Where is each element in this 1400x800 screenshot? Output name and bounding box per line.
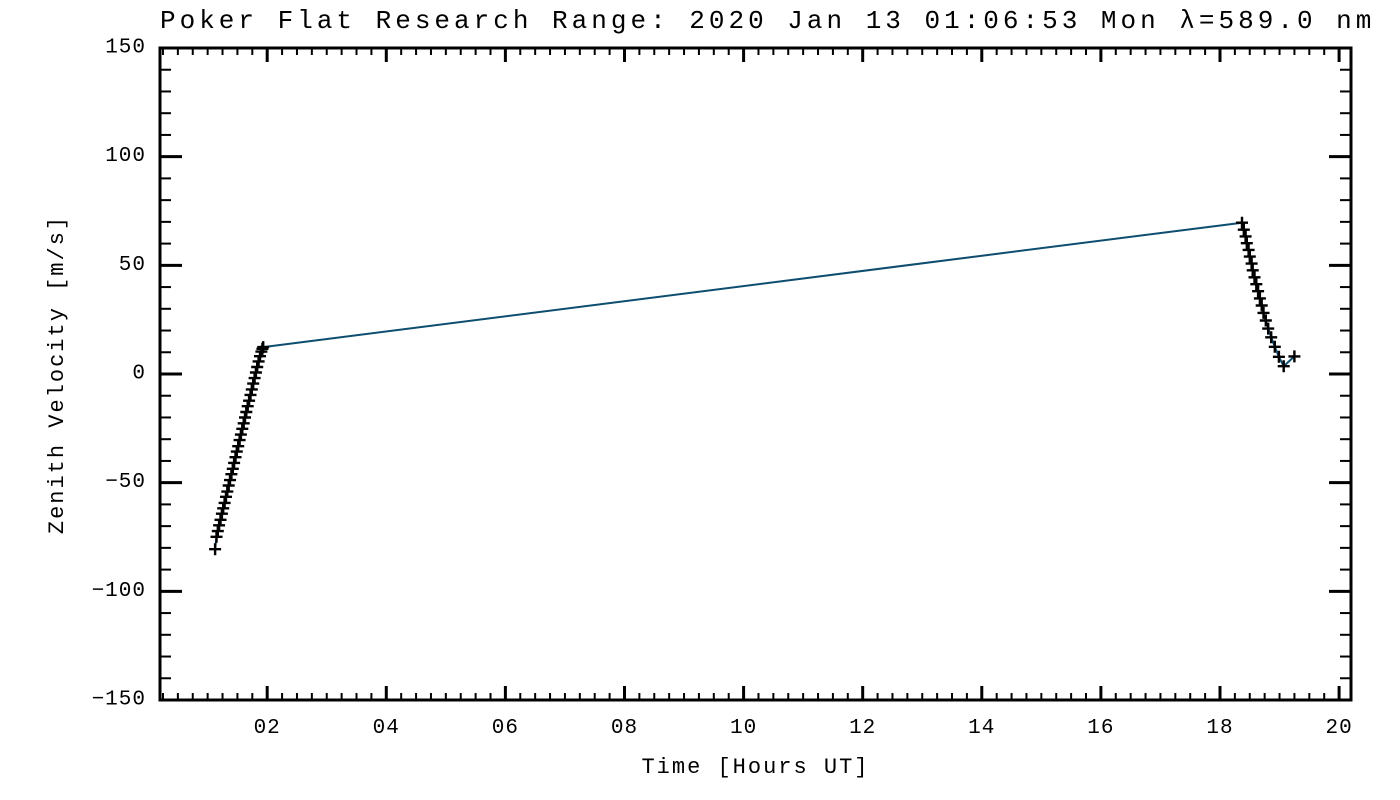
y-tick-label: 150	[105, 37, 146, 60]
x-tick-label: 16	[1087, 717, 1114, 740]
data-markers-zenith-velocity	[209, 216, 1301, 556]
y-tick-label: −150	[92, 689, 146, 712]
x-tick-label: 04	[373, 717, 400, 740]
y-tick-label: −100	[92, 580, 146, 603]
x-tick-label: 10	[730, 717, 757, 740]
x-tick-label: 12	[849, 717, 876, 740]
x-axis-major-ticks	[265, 48, 1341, 700]
x-tick-label: 18	[1206, 717, 1233, 740]
y-tick-label: 50	[119, 254, 146, 277]
y-tick-label: 100	[105, 145, 146, 168]
data-line-zenith-velocity	[214, 221, 1296, 550]
data-markers	[209, 216, 1301, 556]
data-line	[214, 221, 1296, 550]
y-tick-label: 0	[132, 363, 146, 386]
y-tick-label: −50	[105, 471, 146, 494]
plot-frame	[158, 46, 1353, 702]
x-tick-label: 08	[611, 717, 638, 740]
y-tick-labels: −150 −100 −50 0 50 100 150	[92, 37, 146, 712]
y-axis-minor-ticks	[160, 68, 1351, 680]
x-tick-label: 14	[968, 717, 995, 740]
x-axis-minor-ticks	[161, 48, 1326, 700]
x-tick-label: 02	[254, 717, 281, 740]
x-tick-label: 20	[1325, 717, 1352, 740]
x-axis-title: Time [Hours UT]	[641, 755, 870, 780]
x-tick-labels: 02 04 06 08 10 12 14 16 18 20	[254, 717, 1352, 740]
axes-box	[158, 46, 1353, 702]
x-tick-label: 06	[492, 717, 519, 740]
chart-title: Poker Flat Research Range: 2020 Jan 13 0…	[160, 6, 1376, 36]
y-axis-major-ticks	[160, 46, 1351, 702]
